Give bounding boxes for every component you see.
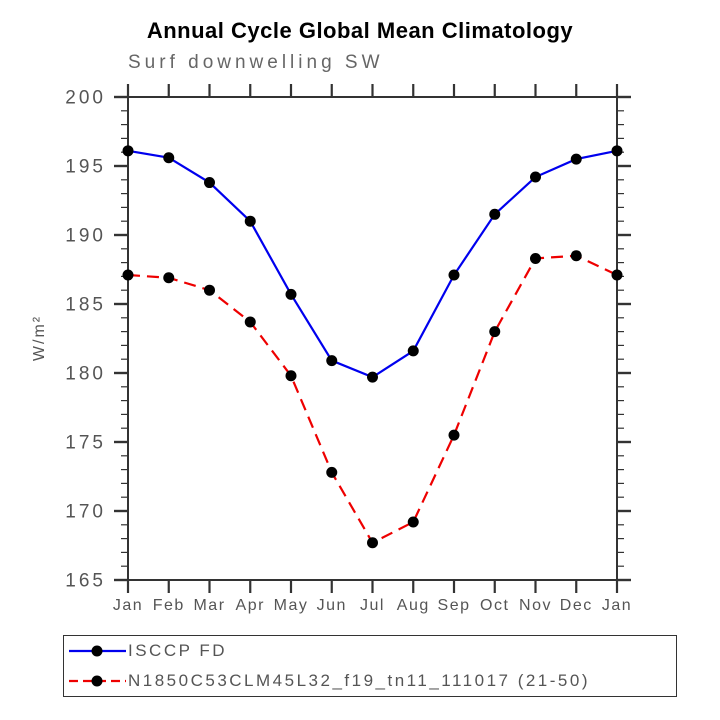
y-tick-label: 180 bbox=[65, 364, 106, 385]
y-axis-title: W/m² bbox=[31, 315, 48, 361]
data-point bbox=[163, 152, 175, 164]
y-tick-label: 200 bbox=[65, 88, 106, 109]
data-point bbox=[530, 252, 541, 264]
chart-subtitle: Surf downwelling SW bbox=[128, 52, 384, 73]
data-point bbox=[204, 284, 215, 296]
x-tick-label: Mar bbox=[193, 597, 225, 614]
data-point bbox=[163, 272, 175, 284]
y-tick-label: 185 bbox=[65, 295, 106, 316]
legend-box: ISCCP FD N1850C53CLM45L32_f19_tn11_11101… bbox=[63, 635, 677, 697]
legend-line-solid-icon bbox=[69, 645, 126, 657]
legend-item-isccp-fd: ISCCP FD bbox=[68, 637, 676, 665]
data-point bbox=[407, 345, 419, 357]
x-tick-label: May bbox=[274, 597, 309, 614]
x-tick-label: Jun bbox=[317, 597, 347, 614]
data-point bbox=[489, 208, 501, 220]
data-point bbox=[367, 371, 378, 383]
series-line-0 bbox=[127, 149, 618, 379]
series-line-1 bbox=[127, 254, 618, 545]
legend-item-model-run: N1850C53CLM45L32_f19_tn11_111017 (21-50) bbox=[68, 667, 676, 695]
page-title: Annual Cycle Global Mean Climatology bbox=[146, 18, 574, 43]
data-point bbox=[204, 177, 215, 189]
x-tick-label: Jan bbox=[113, 597, 143, 614]
x-tick-label: Jan bbox=[602, 597, 632, 614]
x-tick-label: Oct bbox=[480, 597, 509, 614]
data-point bbox=[285, 288, 297, 300]
y-tick-label: 170 bbox=[65, 502, 106, 523]
legend-label: N1850C53CLM45L32_f19_tn11_111017 (21-50) bbox=[128, 671, 590, 690]
data-point bbox=[244, 215, 256, 227]
data-point bbox=[570, 153, 582, 165]
y-tick-label: 195 bbox=[65, 157, 106, 178]
y-tick-label: 190 bbox=[65, 226, 106, 247]
data-point bbox=[407, 516, 419, 528]
plot-frame bbox=[127, 96, 618, 581]
y-tick-label: 165 bbox=[65, 571, 106, 592]
plot-area: 165 170 175 180 185 190 195 200 Jan Feb Mar Apr May J… bbox=[31, 84, 632, 614]
data-point bbox=[326, 466, 338, 478]
data-point bbox=[570, 250, 582, 262]
x-tick-label: Aug bbox=[397, 597, 430, 614]
x-tick-label: Jul bbox=[360, 597, 385, 614]
data-point bbox=[611, 269, 623, 281]
x-tick-label: Feb bbox=[153, 597, 185, 614]
legend-sample-marker bbox=[91, 645, 103, 657]
data-point bbox=[122, 145, 134, 157]
x-tick-label: Nov bbox=[519, 597, 552, 614]
legend-label: ISCCP FD bbox=[128, 641, 228, 660]
data-point bbox=[285, 370, 297, 382]
data-point bbox=[448, 269, 460, 281]
data-point bbox=[367, 537, 378, 549]
legend-sample-marker bbox=[91, 675, 103, 687]
x-tick-label: Sep bbox=[438, 597, 471, 614]
x-tick-label: Dec bbox=[560, 597, 593, 614]
data-point bbox=[326, 355, 338, 367]
data-point bbox=[244, 316, 256, 328]
legend-line-dashed-icon bbox=[69, 675, 126, 687]
x-tick-label: Apr bbox=[236, 597, 265, 614]
data-point bbox=[530, 171, 541, 183]
data-point bbox=[122, 269, 134, 281]
data-point bbox=[489, 326, 501, 338]
data-point bbox=[611, 145, 623, 157]
data-point bbox=[448, 429, 460, 441]
y-tick-label: 175 bbox=[65, 433, 106, 454]
